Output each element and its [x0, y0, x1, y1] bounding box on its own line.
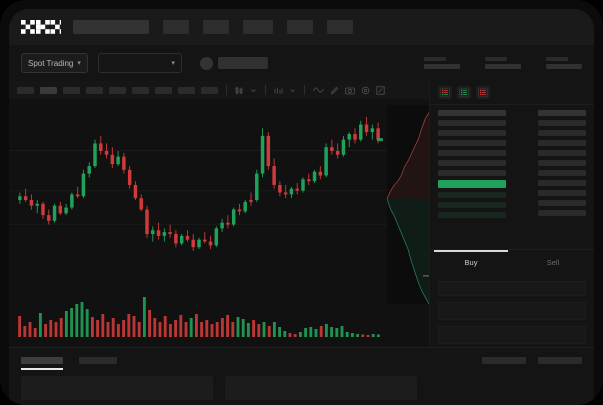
- orderbook-ask-row[interactable]: [438, 160, 506, 166]
- tab-sell[interactable]: Sell: [512, 250, 594, 275]
- stat-label: [485, 57, 507, 61]
- pencil-icon[interactable]: [330, 86, 339, 95]
- orderbook-ask-row[interactable]: [438, 140, 506, 146]
- orderbook-amount-row: [538, 170, 586, 176]
- stat-label: [546, 57, 568, 61]
- order-total-input[interactable]: [438, 326, 586, 344]
- candlestick-chart[interactable]: [9, 99, 429, 347]
- orderbook-bid-row[interactable]: [438, 192, 506, 198]
- tab-sell-label: Sell: [546, 258, 560, 267]
- tab-order-history[interactable]: [79, 357, 117, 364]
- orders-actions: [482, 357, 582, 364]
- app-screen: Spot Trading ▾ ▾: [9, 9, 594, 405]
- nav-search-field[interactable]: [73, 20, 149, 34]
- tab-open-orders[interactable]: [21, 357, 63, 370]
- orderbook-bid-row[interactable]: [438, 202, 506, 208]
- stat-block: [485, 57, 521, 69]
- chart-toolbar: [9, 81, 429, 99]
- orderbook-rows: [430, 105, 594, 218]
- orderbook-amount-column: [518, 110, 586, 218]
- indicator-icon[interactable]: [274, 86, 283, 95]
- stat-label: [424, 57, 446, 61]
- orderbook-amount-row: [538, 150, 586, 156]
- timeframe-button[interactable]: [155, 86, 172, 94]
- market-toolbar: Spot Trading ▾ ▾: [9, 45, 594, 81]
- timeframe-button[interactable]: [40, 86, 57, 94]
- orderbook-amount-row: [538, 120, 586, 126]
- toolbar-divider: [304, 85, 305, 95]
- order-price-input[interactable]: [438, 281, 586, 296]
- timeframe-button[interactable]: [63, 86, 80, 94]
- orders-panel: [9, 347, 594, 405]
- orders-action-2[interactable]: [538, 357, 582, 364]
- orderbook-ask-row[interactable]: [438, 130, 506, 136]
- orderbook-both-icon[interactable]: [438, 86, 452, 99]
- fullscreen-icon[interactable]: [376, 85, 385, 95]
- orderbook-amount-row: [538, 200, 586, 206]
- timeframe-button[interactable]: [132, 86, 149, 94]
- tab-buy-label: Buy: [464, 258, 478, 267]
- timeframe-button[interactable]: [17, 86, 34, 94]
- candle-type-icon[interactable]: [235, 86, 244, 95]
- orderbook-bid-row[interactable]: [438, 212, 506, 218]
- orders-empty-panel-left: [21, 376, 213, 400]
- chevron-down-icon[interactable]: [289, 87, 296, 94]
- orders-content: [9, 368, 594, 400]
- camera-icon[interactable]: [345, 86, 355, 95]
- orders-tabbar: [9, 348, 594, 370]
- nav-item-3[interactable]: [243, 20, 273, 34]
- orderbook-last-price-row[interactable]: [438, 180, 506, 188]
- orders-empty-panel-right: [225, 376, 417, 400]
- orderbook-amount-row: [538, 190, 586, 196]
- chevron-down-icon: ▾: [171, 59, 175, 67]
- stat-block: [424, 57, 460, 69]
- market-type-dropdown[interactable]: Spot Trading ▾: [21, 53, 88, 73]
- orderbook-header-row: [538, 110, 586, 116]
- wave-icon[interactable]: [313, 86, 324, 94]
- settings-icon[interactable]: [361, 86, 370, 95]
- okx-logo-icon[interactable]: [21, 20, 61, 34]
- chevron-down-icon: ▾: [77, 59, 81, 67]
- top-navigation-bar: [9, 9, 594, 45]
- nav-item-1[interactable]: [163, 20, 189, 34]
- timeframe-button[interactable]: [86, 86, 103, 94]
- chart-canvas: [9, 105, 429, 337]
- nav-item-5[interactable]: [327, 20, 353, 34]
- market-stats: [424, 57, 582, 69]
- orderbook-asks-icon[interactable]: [476, 86, 490, 99]
- nav-item-4[interactable]: [287, 20, 313, 34]
- pair-avatar: [199, 56, 213, 70]
- market-type-label: Spot Trading: [28, 58, 74, 68]
- last-price-value: [217, 57, 268, 69]
- timeframe-button[interactable]: [178, 86, 195, 94]
- orders-action-1[interactable]: [482, 357, 526, 364]
- stat-value: [424, 64, 460, 69]
- timeframe-button[interactable]: [201, 86, 218, 94]
- buy-sell-tabs: Buy Sell: [430, 249, 594, 275]
- stat-block: [546, 57, 582, 69]
- orderbook-amount-row: [538, 180, 586, 186]
- stat-value: [546, 64, 582, 69]
- nav-item-2[interactable]: [203, 20, 229, 34]
- orderbook-bids-icon[interactable]: [457, 86, 471, 99]
- tab-buy[interactable]: Buy: [430, 250, 512, 275]
- orderbook-amount-row: [538, 140, 586, 146]
- orderbook-ask-row[interactable]: [438, 150, 506, 156]
- stat-value: [485, 64, 521, 69]
- order-amount-input[interactable]: [438, 302, 586, 320]
- trading-pair-dropdown[interactable]: ▾: [97, 53, 182, 73]
- orderbook-header-row: [438, 110, 506, 116]
- orderbook-ask-row[interactable]: [438, 120, 506, 126]
- toolbar-divider: [226, 85, 227, 95]
- orderbook-mode-switcher: [430, 81, 594, 105]
- timeframe-button[interactable]: [109, 86, 126, 94]
- orderbook-price-column: [438, 110, 506, 218]
- orderbook-amount-row: [538, 160, 586, 166]
- orderbook-amount-row: [538, 130, 586, 136]
- orderbook-amount-row: [538, 210, 586, 216]
- toolbar-divider: [265, 85, 266, 95]
- chevron-down-icon[interactable]: [250, 87, 257, 94]
- orderbook-ask-row[interactable]: [438, 170, 506, 176]
